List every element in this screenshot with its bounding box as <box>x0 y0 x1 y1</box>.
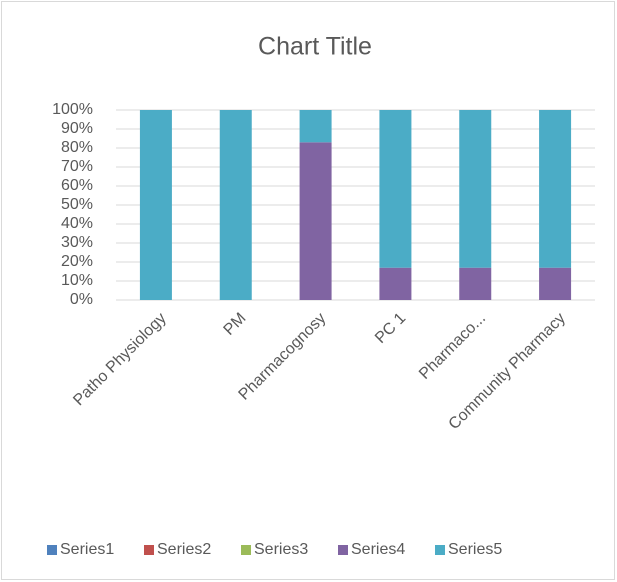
y-tick-label: 80% <box>61 139 93 156</box>
legend-swatch <box>435 545 445 555</box>
legend-swatch <box>144 545 154 555</box>
y-tick-label: 90% <box>61 120 93 137</box>
y-tick-label: 70% <box>61 158 93 175</box>
y-tick-label: 10% <box>61 272 93 289</box>
y-tick-label: 50% <box>61 196 93 213</box>
y-tick-label: 0% <box>70 291 93 308</box>
y-tick-label: 20% <box>61 253 93 270</box>
legend-label: Series1 <box>60 541 114 558</box>
legend-swatch <box>241 545 251 555</box>
bar-segment <box>459 110 492 268</box>
bar-segment <box>379 267 412 300</box>
bar-segment <box>219 110 252 300</box>
legend-label: Series4 <box>351 541 405 558</box>
bar-segment <box>459 267 492 300</box>
y-tick-label: 60% <box>61 177 93 194</box>
bar-segment <box>139 110 172 300</box>
bar-segment <box>539 267 572 300</box>
bar-segment <box>299 142 332 300</box>
y-tick-label: 100% <box>52 101 93 118</box>
legend-label: Series2 <box>157 541 211 558</box>
legend-swatch <box>338 545 348 555</box>
chart-title: Chart Title <box>258 33 372 61</box>
y-tick-label: 30% <box>61 234 93 251</box>
legend-label: Series5 <box>448 541 502 558</box>
bar-segment <box>379 110 412 268</box>
legend-swatch <box>47 545 57 555</box>
bar-segment <box>539 110 572 268</box>
y-tick-label: 40% <box>61 215 93 232</box>
bar-segment <box>299 110 332 143</box>
legend-label: Series3 <box>254 541 308 558</box>
